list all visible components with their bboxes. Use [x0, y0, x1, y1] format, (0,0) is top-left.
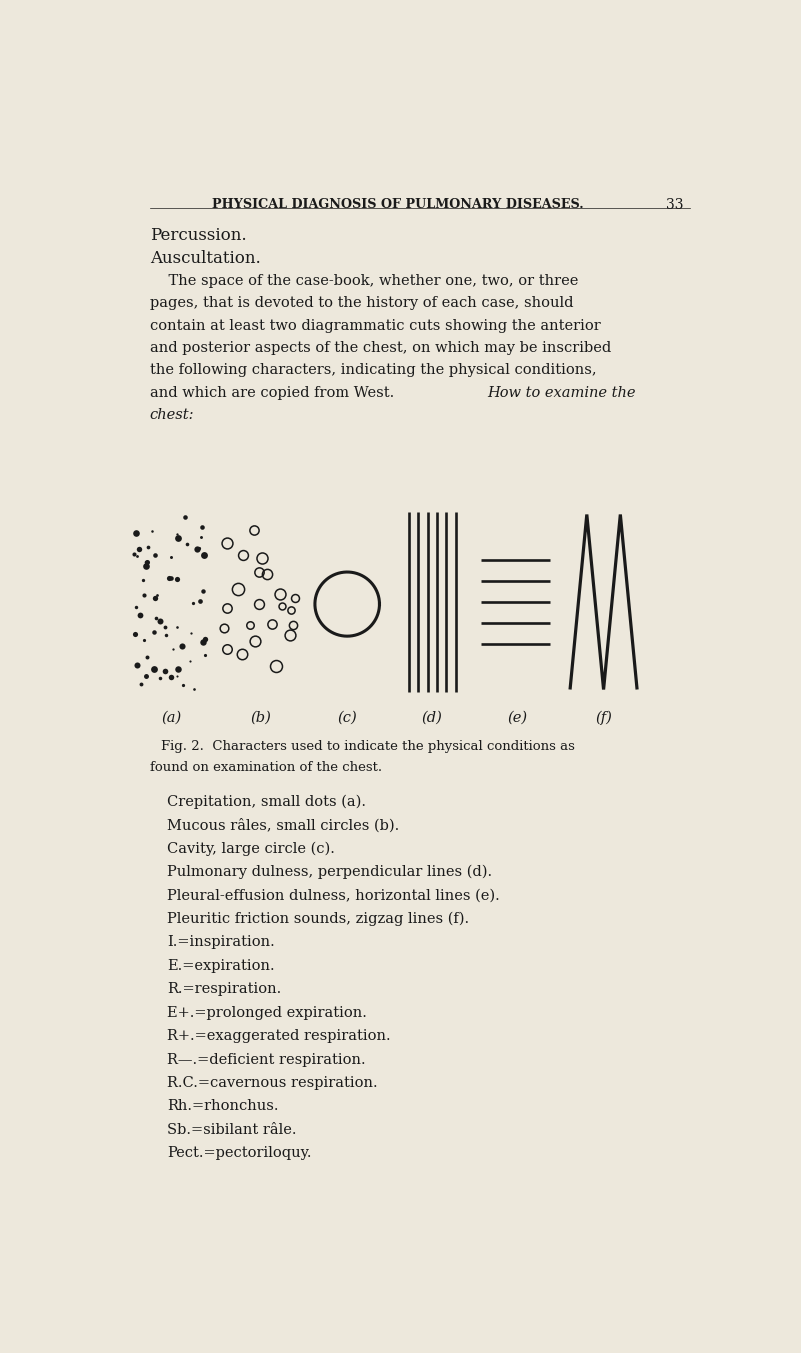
Text: Fig. 2.  Characters used to indicate the physical conditions as: Fig. 2. Characters used to indicate the …	[161, 740, 575, 752]
Text: and which are copied from West.: and which are copied from West.	[150, 386, 394, 400]
Text: R+.=exaggerated respiration.: R+.=exaggerated respiration.	[167, 1030, 391, 1043]
Text: The space of the case-book, whether one, two, or three: The space of the case-book, whether one,…	[150, 273, 578, 288]
Text: and posterior aspects of the chest, on which may be inscribed: and posterior aspects of the chest, on w…	[150, 341, 611, 354]
Text: R.=respiration.: R.=respiration.	[167, 982, 281, 996]
Text: Mucous râles, small circles (b).: Mucous râles, small circles (b).	[167, 819, 400, 832]
Text: (b): (b)	[250, 710, 271, 724]
Text: Percussion.: Percussion.	[150, 227, 247, 244]
Text: E.=expiration.: E.=expiration.	[167, 959, 275, 973]
Text: Pleuritic friction sounds, zigzag lines (f).: Pleuritic friction sounds, zigzag lines …	[167, 912, 469, 927]
Text: How to examine the: How to examine the	[487, 386, 635, 400]
Text: Pect.=pectoriloquy.: Pect.=pectoriloquy.	[167, 1146, 312, 1161]
Text: 33: 33	[666, 198, 683, 212]
Text: Pleural-effusion dulness, horizontal lines (e).: Pleural-effusion dulness, horizontal lin…	[167, 889, 500, 902]
Text: (a): (a)	[161, 710, 182, 724]
Text: R—.=deficient respiration.: R—.=deficient respiration.	[167, 1053, 366, 1066]
Text: Pulmonary dulness, perpendicular lines (d).: Pulmonary dulness, perpendicular lines (…	[167, 865, 493, 879]
Text: R.C.=cavernous respiration.: R.C.=cavernous respiration.	[167, 1076, 378, 1091]
Text: I.=inspiration.: I.=inspiration.	[167, 935, 275, 950]
Text: Sb.=sibilant râle.: Sb.=sibilant râle.	[167, 1123, 296, 1137]
Text: E+.=prolonged expiration.: E+.=prolonged expiration.	[167, 1005, 367, 1020]
Text: found on examination of the chest.: found on examination of the chest.	[150, 762, 382, 774]
Text: (d): (d)	[422, 710, 443, 724]
Text: chest:: chest:	[150, 409, 195, 422]
Text: Cavity, large circle (c).: Cavity, large circle (c).	[167, 842, 335, 856]
Text: contain at least two diagrammatic cuts showing the anterior: contain at least two diagrammatic cuts s…	[150, 318, 601, 333]
Text: (e): (e)	[507, 710, 527, 724]
Text: Rh.=rhonchus.: Rh.=rhonchus.	[167, 1100, 279, 1114]
Text: (f): (f)	[596, 710, 613, 725]
Text: Auscultation.: Auscultation.	[150, 250, 260, 267]
Text: the following characters, indicating the physical conditions,: the following characters, indicating the…	[150, 364, 597, 377]
Text: (c): (c)	[337, 710, 357, 724]
Text: pages, that is devoted to the history of each case, should: pages, that is devoted to the history of…	[150, 296, 574, 310]
Text: PHYSICAL DIAGNOSIS OF PULMONARY DISEASES.: PHYSICAL DIAGNOSIS OF PULMONARY DISEASES…	[212, 198, 584, 211]
Text: Crepitation, small dots (a).: Crepitation, small dots (a).	[167, 794, 366, 809]
